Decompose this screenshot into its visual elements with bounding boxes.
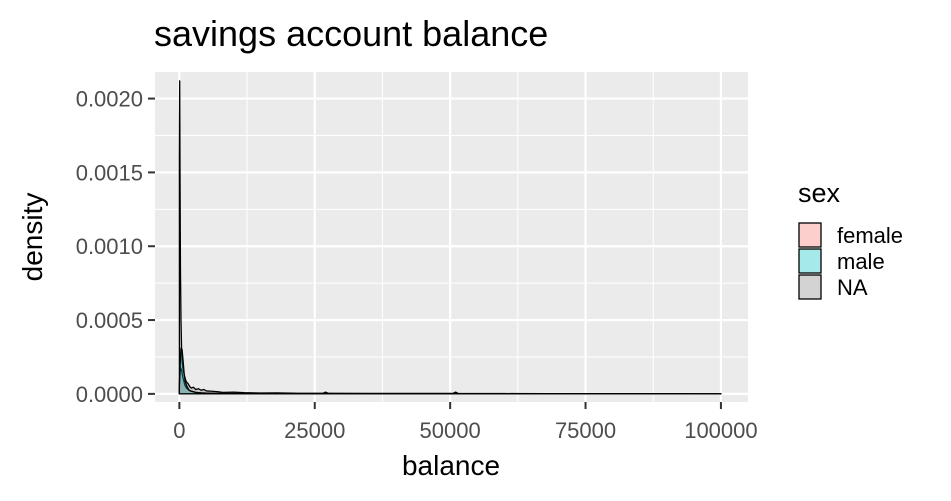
y-tick-label: 0.0005 xyxy=(76,308,143,333)
y-axis: 0.0000 0.0005 0.0010 0.0015 0.0020 xyxy=(76,87,155,407)
legend-key-na xyxy=(798,274,822,300)
density-area-male xyxy=(178,347,722,395)
x-tick-label: 75000 xyxy=(555,418,616,443)
x-axis-title: balance xyxy=(402,450,500,481)
x-axis: 0 25000 50000 75000 100000 xyxy=(173,402,758,443)
density-area-na xyxy=(178,80,722,395)
x-tick-label: 0 xyxy=(173,418,185,443)
y-axis-title: density xyxy=(17,193,48,282)
legend-label-na: NA xyxy=(837,275,868,300)
x-tick-label: 50000 xyxy=(420,418,481,443)
density-areas xyxy=(178,80,722,395)
y-tick-label: 0.0010 xyxy=(76,234,143,259)
legend-key-female xyxy=(798,222,822,248)
minor-gridlines xyxy=(155,72,748,402)
legend-label-male: male xyxy=(837,249,885,274)
y-tick-label: 0.0000 xyxy=(76,382,143,407)
legend-key-male xyxy=(798,248,822,274)
y-tick-label: 0.0020 xyxy=(76,87,143,112)
legend-title: sex xyxy=(798,178,841,208)
plot-panel xyxy=(155,72,748,402)
legend-label-female: female xyxy=(837,223,903,248)
x-tick-label: 25000 xyxy=(284,418,345,443)
chart-title: savings account balance xyxy=(154,13,548,54)
y-tick-label: 0.0015 xyxy=(76,160,143,185)
x-tick-label: 100000 xyxy=(684,418,757,443)
